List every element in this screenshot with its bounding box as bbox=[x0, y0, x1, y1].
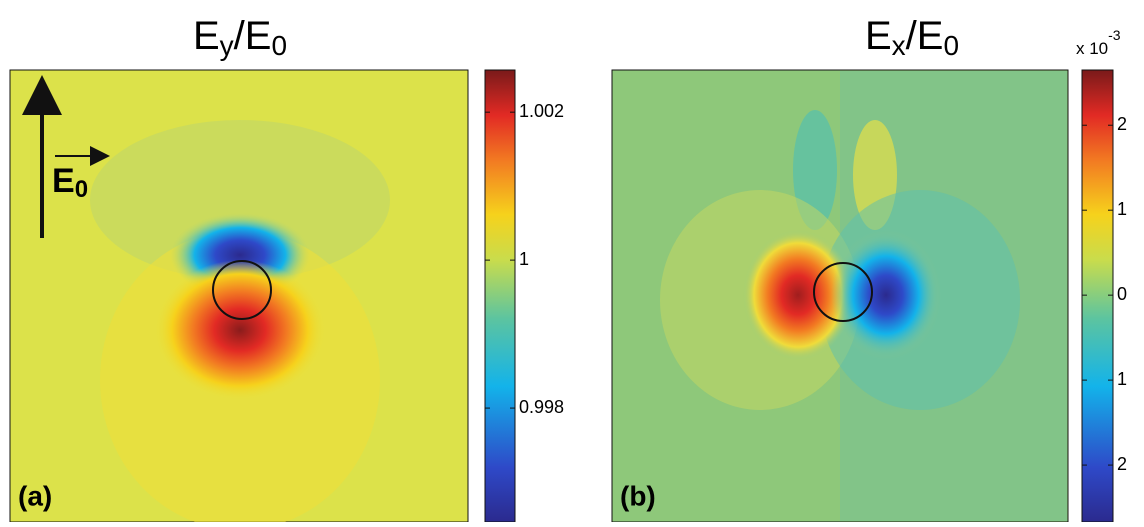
panel-label: (a) bbox=[18, 480, 52, 511]
colorbar-tick-label: 0.998 bbox=[519, 397, 564, 417]
field-blob bbox=[831, 230, 941, 360]
colorbar-tick-label: 1 bbox=[1117, 199, 1127, 219]
panel-label: (b) bbox=[620, 480, 656, 511]
colorbar-tick-label: 1.002 bbox=[519, 101, 564, 121]
field-lobe bbox=[793, 110, 837, 230]
colorbar-tick-label: 1 bbox=[1117, 369, 1127, 389]
colorbar-tick-label: 0 bbox=[1117, 284, 1127, 304]
field-label: E0 bbox=[52, 162, 88, 203]
colorbar-multiplier: x 10-3 bbox=[1076, 27, 1121, 59]
particle bbox=[813, 262, 873, 322]
colorbar-tick-label: 2 bbox=[1117, 454, 1127, 474]
field-blob bbox=[743, 230, 853, 360]
colorbar-tick-label: 2 bbox=[1117, 114, 1127, 134]
field-blob bbox=[155, 260, 325, 400]
colorbar bbox=[484, 69, 516, 523]
panel-title: Ex/E0 bbox=[865, 14, 959, 62]
colorbar bbox=[1081, 69, 1114, 523]
particle bbox=[212, 260, 272, 320]
panel-title: Ey/E0 bbox=[193, 14, 287, 62]
field-lobe bbox=[90, 120, 390, 280]
colorbar-tick-label: 1 bbox=[519, 249, 529, 269]
